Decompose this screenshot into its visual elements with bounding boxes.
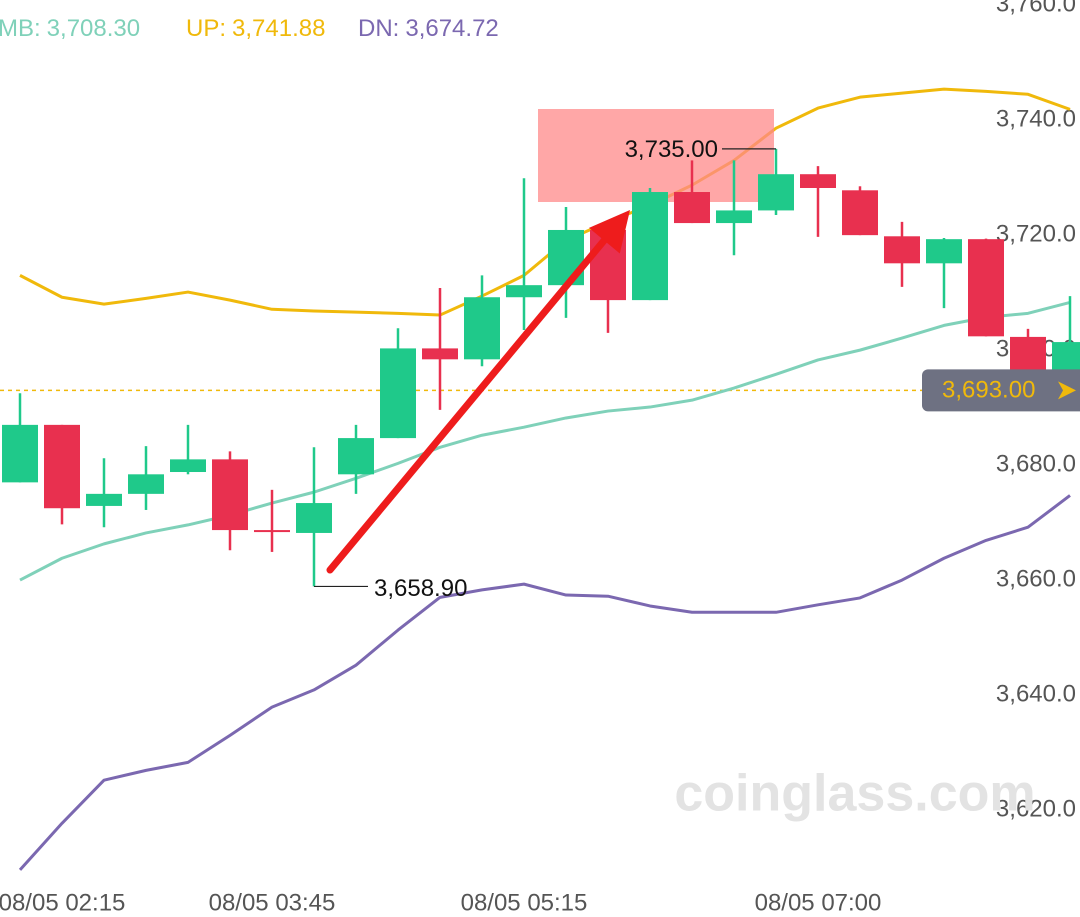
candle-body <box>170 459 206 473</box>
candle-body <box>884 236 920 264</box>
band-line <box>19 87 1071 317</box>
candle-body <box>212 459 248 531</box>
watermark: coinglass.com <box>674 765 1035 823</box>
x-tick-label: 08/05 07:00 <box>755 889 882 916</box>
x-tick-label: 08/05 03:45 <box>209 889 336 916</box>
candle-body <box>1052 342 1080 371</box>
candle-body <box>254 530 290 533</box>
candle-body <box>296 503 332 533</box>
high-marker-label: 3,735.00 <box>625 136 718 163</box>
candle-body <box>716 210 752 224</box>
candle-body <box>674 192 710 224</box>
current-price-label: 3,693.00 <box>942 377 1035 404</box>
y-tick-label: 3,640.0 <box>996 680 1076 707</box>
candle-body <box>44 424 80 509</box>
candle-body <box>632 192 668 301</box>
y-tick-label: 3,740.0 <box>996 106 1076 133</box>
legend-value: 3,741.88 <box>232 15 325 42</box>
x-tick-label: 08/05 05:15 <box>461 889 588 916</box>
candle-body <box>338 438 374 475</box>
low-marker-label: 3,658.90 <box>374 575 467 602</box>
y-tick-label: 3,660.0 <box>996 565 1076 592</box>
candle-body <box>380 348 416 439</box>
legend-entry: UP: 3,741.88 <box>186 15 325 42</box>
candle-body <box>758 174 794 211</box>
candle-body <box>968 239 1004 337</box>
candle-body <box>86 493 122 506</box>
candle-body <box>926 239 962 264</box>
trend-arrow-head <box>589 210 630 254</box>
band-line <box>19 300 1071 582</box>
y-tick-label: 3,760.0 <box>996 0 1076 18</box>
candle-body <box>422 348 458 360</box>
current-price-tag <box>922 369 1080 412</box>
band-line <box>18 494 1071 871</box>
legend-entry: DN: 3,674.72 <box>358 15 499 42</box>
candle-body <box>128 474 164 494</box>
y-tick-label: 3,620.0 <box>996 795 1076 822</box>
candle-body <box>800 174 836 188</box>
candle-body <box>1010 336 1046 371</box>
candle-body <box>842 190 878 236</box>
candle-body <box>2 424 38 483</box>
legend-entry: MB: 3,708.30 <box>0 15 140 42</box>
legend-name: MB: <box>0 15 41 42</box>
annotations: 3,735.00 3,658.90 3,693.00 <box>314 136 1080 602</box>
legend-name: UP: <box>186 15 226 42</box>
y-tick-label: 3,680.0 <box>996 450 1076 477</box>
legend: MB: 3,708.30 UP: 3,741.88 DN: 3,674.72 <box>0 15 499 42</box>
candle-body <box>464 297 500 360</box>
x-tick-label: 08/05 02:15 <box>0 889 125 916</box>
candles <box>2 148 1080 587</box>
candle-body <box>548 229 584 286</box>
band-lines <box>18 87 1071 871</box>
candle-body <box>506 285 542 298</box>
legend-value: 3,674.72 <box>405 15 498 42</box>
legend-value: 3,708.30 <box>47 15 140 42</box>
trend-arrow <box>326 233 611 574</box>
current-price-arrow <box>1058 381 1076 400</box>
legend-name: DN: <box>358 15 399 42</box>
y-tick-label: 3,720.0 <box>996 220 1076 247</box>
